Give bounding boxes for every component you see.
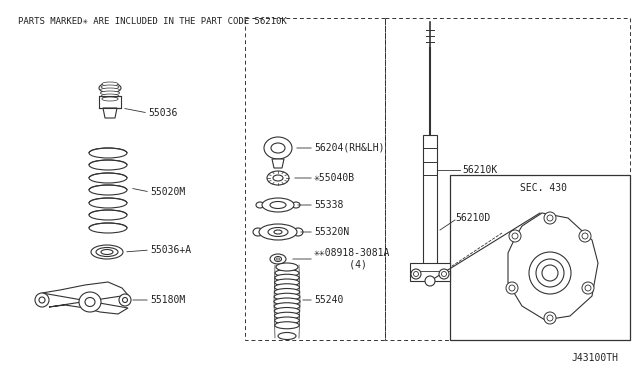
Ellipse shape: [89, 160, 127, 170]
Bar: [450, 175, 630, 340]
Ellipse shape: [271, 143, 285, 153]
Text: ✳✳08918-3081A
      (4): ✳✳08918-3081A (4): [314, 248, 390, 270]
Ellipse shape: [101, 85, 119, 89]
Ellipse shape: [270, 254, 286, 264]
Text: 55036: 55036: [148, 108, 177, 118]
Ellipse shape: [275, 274, 299, 281]
Ellipse shape: [512, 233, 518, 239]
Ellipse shape: [100, 88, 120, 92]
Text: 56204(RH&LH): 56204(RH&LH): [314, 143, 385, 153]
Ellipse shape: [278, 333, 296, 340]
Polygon shape: [272, 159, 284, 168]
Ellipse shape: [275, 269, 299, 276]
Ellipse shape: [274, 293, 300, 300]
Ellipse shape: [582, 233, 588, 239]
Ellipse shape: [102, 82, 118, 86]
Ellipse shape: [275, 279, 300, 286]
Polygon shape: [103, 108, 117, 118]
Polygon shape: [42, 282, 128, 314]
Ellipse shape: [582, 282, 594, 294]
Ellipse shape: [544, 312, 556, 324]
Ellipse shape: [579, 230, 591, 242]
Ellipse shape: [275, 312, 300, 319]
Text: 55338: 55338: [314, 200, 344, 210]
Text: 55020M: 55020M: [150, 187, 185, 197]
Ellipse shape: [253, 228, 263, 236]
Bar: [423, 135, 437, 268]
Ellipse shape: [442, 272, 447, 276]
Ellipse shape: [276, 258, 280, 260]
Ellipse shape: [39, 297, 45, 303]
Text: ✳55040B: ✳55040B: [314, 173, 355, 183]
Ellipse shape: [275, 284, 300, 291]
Ellipse shape: [89, 173, 127, 183]
Ellipse shape: [100, 91, 120, 95]
Ellipse shape: [529, 252, 571, 294]
Ellipse shape: [79, 292, 101, 312]
Ellipse shape: [275, 257, 282, 262]
Ellipse shape: [101, 94, 119, 98]
Bar: [385, 18, 630, 340]
Ellipse shape: [411, 269, 421, 279]
Ellipse shape: [509, 285, 515, 291]
Ellipse shape: [35, 293, 49, 307]
Ellipse shape: [275, 322, 299, 329]
Ellipse shape: [506, 282, 518, 294]
Text: PARTS MARKED✳ ARE INCLUDED IN THE PART CODE 56210K: PARTS MARKED✳ ARE INCLUDED IN THE PART C…: [18, 17, 287, 26]
Ellipse shape: [119, 294, 131, 306]
Ellipse shape: [89, 148, 127, 158]
Ellipse shape: [547, 315, 553, 321]
Ellipse shape: [274, 303, 300, 310]
Ellipse shape: [89, 185, 127, 195]
Ellipse shape: [542, 265, 558, 281]
Ellipse shape: [274, 230, 282, 234]
Bar: [99, 96, 121, 108]
Ellipse shape: [275, 317, 300, 324]
Ellipse shape: [292, 202, 300, 208]
Ellipse shape: [89, 198, 127, 208]
Text: SEC. 430: SEC. 430: [520, 183, 567, 193]
Ellipse shape: [122, 298, 127, 302]
Ellipse shape: [256, 202, 264, 208]
Ellipse shape: [544, 212, 556, 224]
Ellipse shape: [425, 276, 435, 286]
Text: 55320N: 55320N: [314, 227, 349, 237]
Bar: [410, 263, 450, 281]
Ellipse shape: [293, 228, 303, 236]
Ellipse shape: [259, 224, 297, 240]
Ellipse shape: [96, 247, 118, 257]
Ellipse shape: [101, 250, 113, 254]
Ellipse shape: [89, 210, 127, 220]
Ellipse shape: [274, 298, 300, 305]
Ellipse shape: [99, 83, 121, 93]
Text: 56210K: 56210K: [462, 165, 497, 175]
Ellipse shape: [536, 259, 564, 287]
Ellipse shape: [509, 230, 521, 242]
Ellipse shape: [439, 269, 449, 279]
Text: 55240: 55240: [314, 295, 344, 305]
Ellipse shape: [89, 223, 127, 233]
Ellipse shape: [275, 289, 300, 295]
Ellipse shape: [413, 272, 419, 276]
Polygon shape: [508, 213, 598, 320]
Ellipse shape: [102, 97, 118, 101]
Text: 55036+A: 55036+A: [150, 245, 191, 255]
Ellipse shape: [547, 215, 553, 221]
Ellipse shape: [276, 263, 298, 271]
Ellipse shape: [268, 228, 288, 237]
Ellipse shape: [270, 202, 286, 208]
Ellipse shape: [273, 175, 283, 181]
Ellipse shape: [585, 285, 591, 291]
Ellipse shape: [275, 308, 300, 314]
Ellipse shape: [264, 137, 292, 159]
Ellipse shape: [85, 298, 95, 307]
Text: J43100TH: J43100TH: [571, 353, 618, 363]
Text: 56210D: 56210D: [455, 213, 490, 223]
Ellipse shape: [262, 198, 294, 212]
Ellipse shape: [91, 245, 123, 259]
Ellipse shape: [267, 171, 289, 185]
Bar: [245, 18, 385, 340]
Text: 55180M: 55180M: [150, 295, 185, 305]
